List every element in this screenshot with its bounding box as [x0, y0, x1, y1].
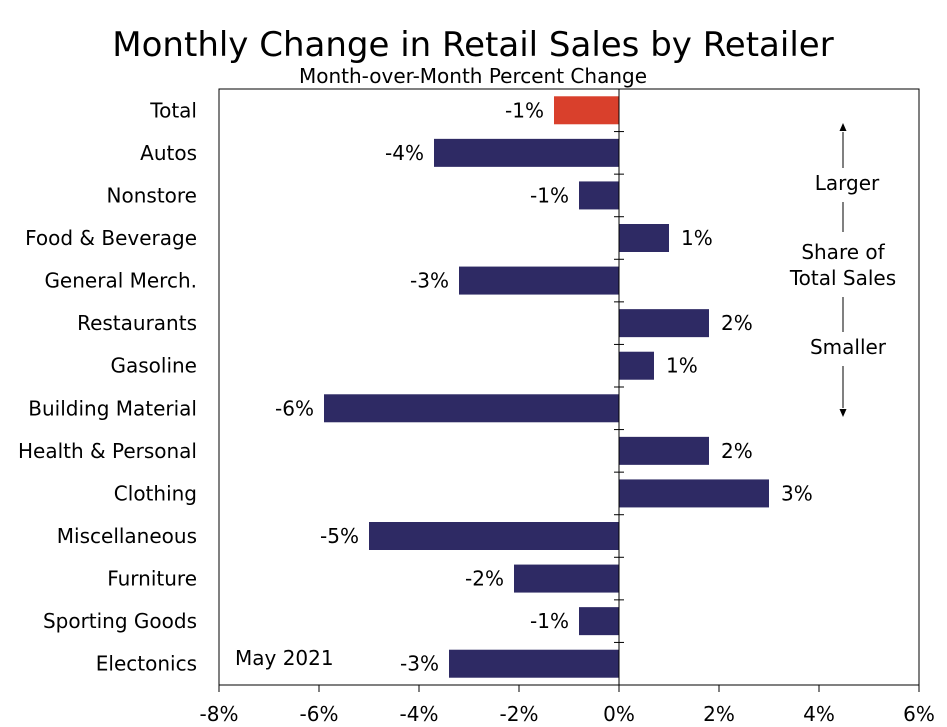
annotation-total-sales: Total Sales — [789, 266, 896, 290]
x-tick-label: 0% — [603, 702, 635, 726]
x-tick-label: 4% — [803, 702, 835, 726]
bar — [434, 138, 619, 167]
share-annotation: Larger Share of Total Sales Smaller — [789, 123, 896, 417]
category-label: Electonics — [96, 652, 197, 676]
bar — [579, 607, 619, 636]
bar — [619, 224, 669, 252]
annotation-arrow-down-head — [839, 409, 847, 417]
bar — [619, 351, 654, 380]
category-label: Restaurants — [77, 311, 197, 335]
bar — [619, 436, 709, 465]
date-note: May 2021 — [235, 646, 334, 670]
category-label: Clothing — [114, 481, 197, 505]
axis-layer: Total -1% Autos -4% Nonstore -1% Food & Bevera… — [18, 89, 935, 726]
data-label: -1% — [530, 609, 569, 633]
bar — [369, 522, 619, 550]
category-label: General Merch. — [44, 269, 197, 293]
category-label: Furniture — [107, 567, 197, 591]
data-label: -5% — [320, 524, 359, 548]
x-tick-label: 6% — [903, 702, 935, 726]
data-label: 2% — [721, 311, 753, 335]
data-label: -2% — [465, 567, 504, 591]
data-label: -3% — [410, 269, 449, 293]
x-tick-label: -2% — [500, 702, 539, 726]
category-label: Gasoline — [110, 354, 197, 378]
annotation-share-of: Share of — [801, 240, 885, 264]
category-label: Miscellaneous — [57, 524, 197, 548]
annotation-smaller: Smaller — [810, 335, 887, 359]
bar — [514, 564, 619, 593]
category-label: Food & Beverage — [25, 226, 197, 250]
data-label: -4% — [385, 141, 424, 165]
category-label: Autos — [140, 141, 197, 165]
bars-layer — [324, 96, 769, 678]
annotation-larger: Larger — [815, 171, 880, 195]
data-label: -3% — [400, 652, 439, 676]
data-label: 1% — [681, 226, 713, 250]
x-tick-label: 2% — [703, 702, 735, 726]
data-label: -1% — [505, 98, 544, 122]
chart-subtitle: Month-over-Month Percent Change — [299, 64, 647, 88]
bar — [554, 96, 619, 125]
data-label: 2% — [721, 439, 753, 463]
data-label: -6% — [275, 396, 314, 420]
category-label: Nonstore — [107, 183, 197, 207]
category-label: Sporting Goods — [43, 609, 197, 633]
x-tick-label: -4% — [400, 702, 439, 726]
chart-title: Monthly Change in Retail Sales by Retail… — [112, 25, 833, 65]
bar — [459, 266, 619, 295]
bar — [449, 649, 619, 678]
x-tick-label: -8% — [200, 702, 239, 726]
category-label: Building Material — [28, 396, 197, 420]
x-tick-label: -6% — [300, 702, 339, 726]
annotation-arrow-up-head — [839, 123, 847, 131]
category-label: Total — [149, 98, 197, 122]
category-label: Health & Personal — [18, 439, 197, 463]
plot-frame — [218, 88, 920, 686]
bar — [579, 181, 619, 210]
bar — [619, 479, 769, 508]
bar — [619, 309, 709, 338]
data-label: 3% — [781, 481, 813, 505]
bar — [324, 394, 619, 423]
data-label: -1% — [530, 183, 569, 207]
data-label: 1% — [666, 354, 698, 378]
